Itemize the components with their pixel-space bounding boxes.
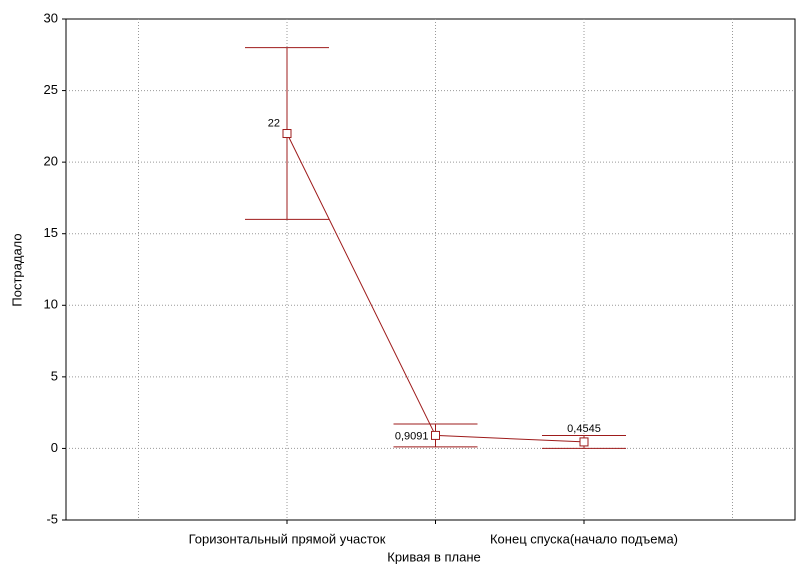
data-label: 0,9091 [395,430,429,442]
marker [579,437,589,447]
y-tick-label: -5 [46,511,58,526]
x-tick-label: Конец спуска(начало подъема) [490,531,678,546]
data-label: 0,4545 [567,423,601,435]
y-tick-label: 20 [44,154,58,169]
x-axis-label: Кривая в плане [387,549,481,564]
y-axis-label: Пострадало [9,233,24,306]
x-tick-label: Горизонтальный прямой участок [189,531,386,546]
y-tick-label: 10 [44,297,58,312]
marker [431,430,440,440]
y-tick-label: 25 [44,82,58,97]
y-tick-label: 5 [51,368,58,383]
plot-area [65,18,796,521]
y-tick-label: 0 [51,440,58,455]
data-label: 22 [268,117,280,129]
y-tick-label: 15 [44,225,58,240]
marker [282,129,292,139]
y-tick-label: 30 [44,10,58,25]
